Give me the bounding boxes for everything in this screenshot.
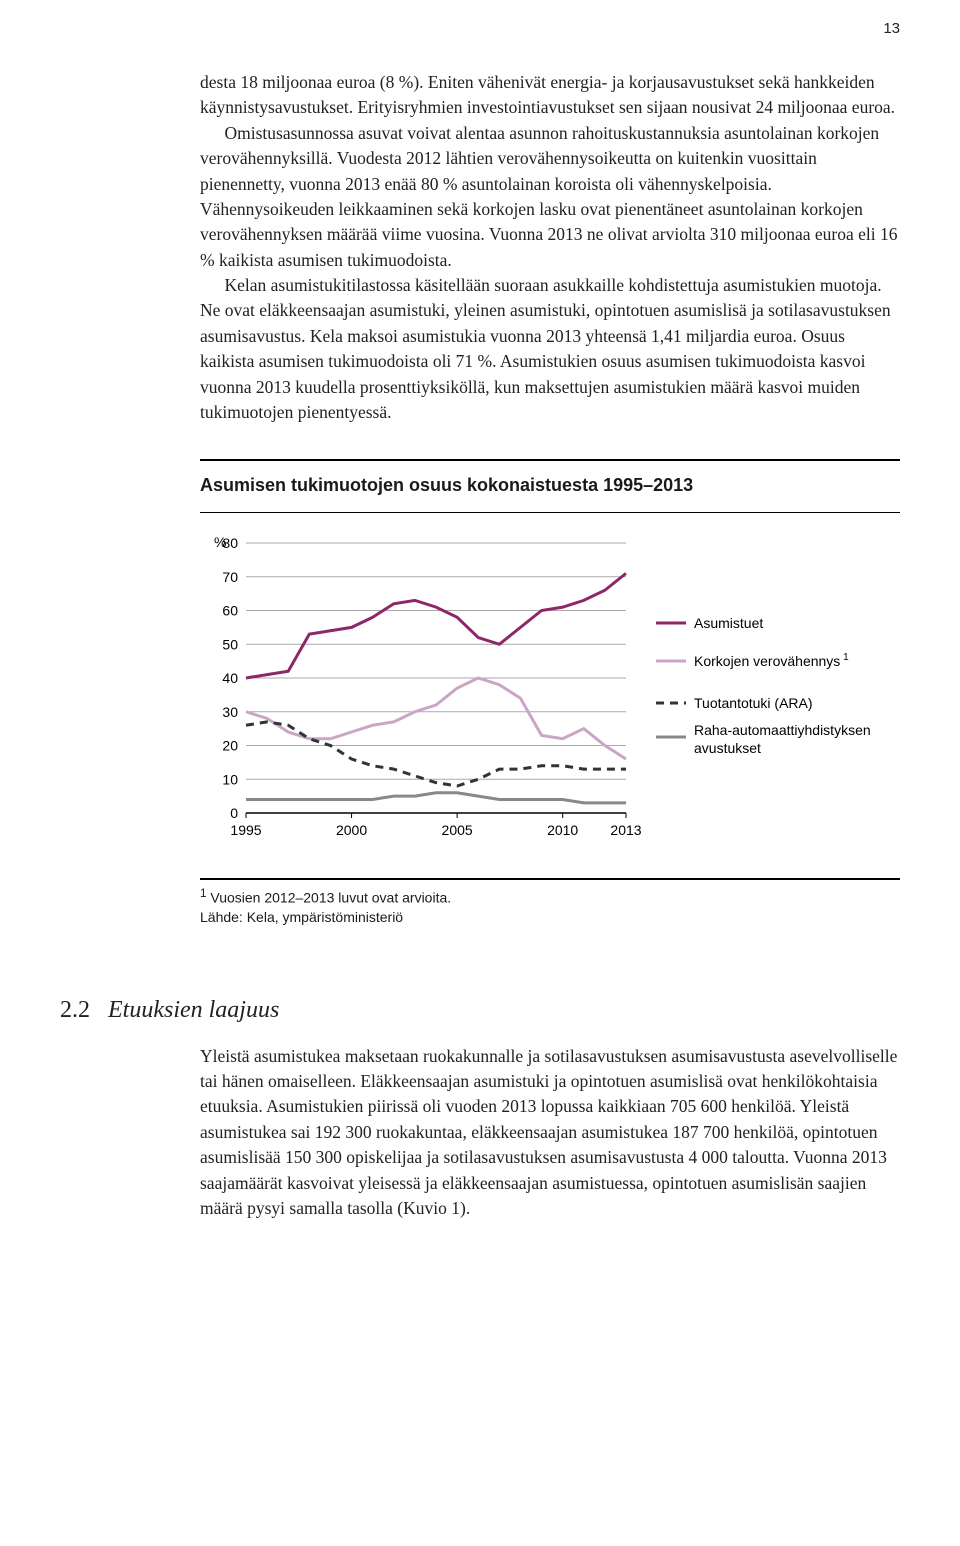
svg-text:2005: 2005 [442, 822, 473, 838]
svg-text:40: 40 [222, 670, 238, 686]
chart-title: Asumisen tukimuotojen osuus kokonaistues… [200, 475, 900, 496]
page-number: 13 [883, 20, 900, 37]
page: 13 desta 18 miljoonaa euroa (8 %). Enite… [0, 0, 960, 1546]
svg-text:1995: 1995 [230, 822, 261, 838]
svg-text:60: 60 [222, 603, 238, 619]
section-body: Yleistä asumistukea maksetaan ruokakunna… [200, 1044, 900, 1222]
paragraph-2: Omistusasunnossa asuvat voivat alentaa a… [200, 121, 900, 273]
svg-text:Asumistuet: Asumistuet [694, 615, 763, 631]
footnote-2: Lähde: Kela, ympäristöministeriö [200, 909, 403, 925]
chart-footnote: 1 Vuosien 2012–2013 luvut ovat arvioita.… [200, 886, 900, 926]
svg-text:70: 70 [222, 569, 238, 585]
chart-svg-wrap: %0102030405060708019952000200520102013As… [200, 512, 900, 880]
svg-text:avustukset: avustukset [694, 740, 761, 756]
footnote-sup: 1 [200, 887, 206, 900]
paragraph-1: desta 18 miljoonaa euroa (8 %). Eniten v… [200, 70, 900, 121]
paragraph-3: Kelan asumistukitilastossa käsitellään s… [200, 273, 900, 425]
svg-text:2000: 2000 [336, 822, 367, 838]
svg-text:0: 0 [230, 805, 238, 821]
svg-text:80: 80 [222, 535, 238, 551]
chart-svg: %0102030405060708019952000200520102013As… [200, 533, 900, 863]
section-title: Etuuksien laajuus [108, 997, 279, 1024]
svg-text:30: 30 [222, 704, 238, 720]
section-number: 2.2 [60, 997, 90, 1024]
svg-text:Tuotantotuki (ARA): Tuotantotuki (ARA) [694, 695, 813, 711]
section-paragraph: Yleistä asumistukea maksetaan ruokakunna… [200, 1044, 900, 1222]
svg-text:Raha-automaattiyhdistyksen: Raha-automaattiyhdistyksen [694, 722, 871, 738]
footnote-1: Vuosien 2012–2013 luvut ovat arvioita. [210, 890, 451, 906]
svg-text:20: 20 [222, 738, 238, 754]
svg-text:50: 50 [222, 637, 238, 653]
svg-text:2013: 2013 [610, 822, 641, 838]
svg-text:2010: 2010 [547, 822, 578, 838]
svg-text:10: 10 [222, 772, 238, 788]
section-heading: 2.2 Etuuksien laajuus [60, 997, 900, 1024]
svg-text:Korkojen verovähennys 1: Korkojen verovähennys 1 [694, 652, 849, 669]
body-text-block: desta 18 miljoonaa euroa (8 %). Eniten v… [200, 70, 900, 425]
chart-block: Asumisen tukimuotojen osuus kokonaistues… [200, 459, 900, 926]
